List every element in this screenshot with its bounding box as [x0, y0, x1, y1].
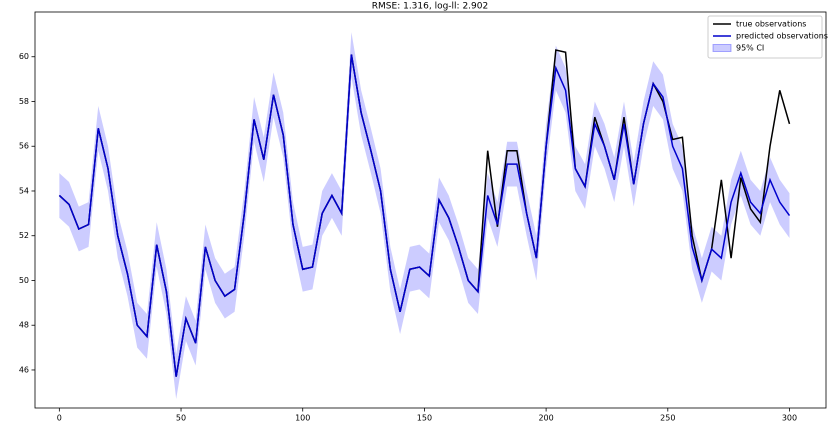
x-tick-label: 150	[417, 414, 432, 423]
x-tick-label: 50	[176, 414, 186, 423]
legend-box	[707, 15, 823, 59]
y-tick-label: 52	[19, 231, 29, 240]
y-tick-label: 48	[19, 321, 29, 330]
legend-label: 95% CI	[736, 44, 764, 53]
confidence-band	[59, 32, 790, 400]
x-tick-label: 200	[538, 414, 553, 423]
y-tick-label: 60	[19, 52, 29, 61]
y-tick-label: 54	[19, 186, 29, 195]
line	[58, 54, 791, 377]
x-tick-label: 100	[295, 414, 310, 423]
chart-title: RMSE: 1.316, log-ll: 2.902	[372, 2, 488, 12]
y-tick-label: 58	[19, 97, 29, 106]
y-tick-label: 50	[19, 276, 29, 285]
x-tick-label: 250	[660, 414, 675, 423]
y-tick-label: 46	[19, 365, 29, 374]
y-tick-label: 56	[19, 142, 29, 151]
legend-swatch	[712, 44, 732, 52]
x-tick-label: 0	[57, 414, 62, 423]
legend-label: true observations	[736, 20, 806, 29]
x-tick-label: 300	[782, 414, 797, 423]
legend-label: predicted observations	[736, 32, 828, 41]
plot-frame	[34, 11, 827, 409]
